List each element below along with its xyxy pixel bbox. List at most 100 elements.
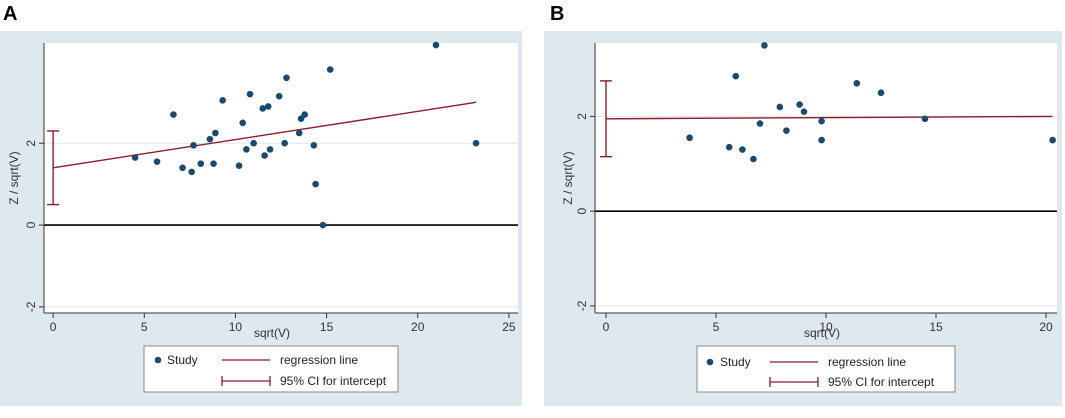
panel-b-legend-study-label: Study	[720, 355, 751, 369]
panel-b-study-point	[818, 136, 825, 144]
panel-b-study-point	[750, 155, 757, 163]
panel-b-legend-regression-label: regression line	[828, 355, 906, 369]
panel-b-study-point	[686, 134, 693, 142]
panel-a-study-point	[283, 74, 290, 82]
panel-b-ci-intercept-bar	[600, 80, 612, 158]
panel-a-study-point	[326, 66, 334, 73]
panel-a-study-point	[239, 119, 247, 127]
panel-a-legend-ci-label: 95% CI for intercept	[280, 374, 387, 388]
panel-a-study-point	[259, 105, 267, 112]
panel-a-axes	[43, 43, 518, 314]
panel-b-plot-area	[595, 43, 1057, 313]
panel-a-x-tick-label: 0	[50, 320, 57, 334]
panel-b-study-point	[877, 89, 885, 97]
panel-b-study-point	[921, 115, 929, 123]
panel-b-x-tick-label: 10	[819, 320, 833, 334]
panel-a-study-point	[197, 160, 205, 167]
panel-b-letter: B	[550, 3, 564, 25]
panel-a-legend-study-marker	[154, 356, 162, 364]
panel-a-legend-ci-swatch	[221, 376, 271, 386]
panel-b-x-tick-label: 5	[713, 320, 720, 334]
panel-a-plot-area	[44, 43, 518, 313]
panel-b-legend-study-marker	[706, 358, 714, 366]
panel-a-study-point	[261, 152, 268, 159]
panel-a-x-tick-label: 15	[320, 320, 334, 334]
panel-b-study-point	[800, 108, 808, 115]
panel-a-study-point	[472, 139, 480, 147]
panel-b-legend-ci-label: 95% CI for intercept	[828, 375, 935, 389]
panel-a-x-tick-label: 20	[411, 320, 425, 334]
panel-b-legend: Study regression line 95% CI for interce…	[696, 345, 956, 393]
panel-b-study-point	[756, 120, 764, 127]
panel-b-study-point	[796, 101, 803, 108]
panel-b-study-point	[853, 79, 861, 87]
panel-b-y-axis-title: Z / sqrt(V)	[561, 151, 575, 204]
panel-a-study-point	[219, 96, 226, 104]
panel-a-study-point	[190, 141, 197, 149]
panel-a-study-point	[243, 146, 250, 153]
panel-b-legend-box	[696, 345, 956, 393]
panel-b-regression-line	[605, 115, 1053, 120]
panel-b-legend-ci-swatch	[769, 377, 819, 387]
panel-a-study-point	[212, 129, 219, 137]
panel-b-series	[600, 42, 1056, 163]
panel-a-study-point	[319, 221, 327, 229]
panel-a-study-point	[206, 135, 214, 143]
panel-a-y-axis-title: Z / sqrt(V)	[7, 151, 21, 204]
panel-b-y-tick-label: -2	[575, 300, 589, 311]
panel-b-x-axis-title: sqrt(V)	[804, 326, 840, 340]
panel-a-legend-study-label: Study	[167, 353, 198, 367]
panel-a-x-tick-label: 5	[141, 320, 148, 334]
panel-a-letter: A	[3, 3, 17, 25]
panel-a-study-point	[250, 139, 257, 147]
panel-a-study-point	[275, 92, 283, 100]
panel-a-legend: Study regression line 95% CI for interce…	[143, 345, 399, 393]
panel-b-study-point	[761, 42, 768, 49]
panel-a-study-point	[131, 154, 139, 161]
panel-a: A 0 5 10 15 20 25 -2 0 2 sqrt(V) Z / sqrt(V) Stu…	[0, 3, 522, 406]
panel-a-gridlines	[44, 142, 518, 308]
panel-a-study-point	[266, 146, 274, 153]
panel-b-study-point	[818, 117, 825, 125]
panel-b-study-point	[732, 72, 740, 80]
panel-a-study-point	[210, 160, 217, 167]
panel-b-study-point	[725, 143, 733, 151]
panel-a-study-point	[179, 164, 186, 172]
panel-a-study-point	[235, 162, 243, 170]
panel-a-x-axis-title: sqrt(V)	[254, 326, 290, 340]
panel-a-legend-regression-label: regression line	[280, 353, 358, 367]
panel-a-study-point	[432, 41, 440, 49]
panel-b-x-tick-label: 20	[1039, 320, 1053, 334]
panel-a-study-point	[301, 111, 309, 118]
panel-a-ci-intercept-bar	[47, 130, 60, 206]
panel-a-ticks: 0 5 10 15 20 25 -2 0 2	[24, 140, 516, 334]
panel-a-x-tick-label: 25	[502, 320, 516, 334]
panel-b-study-point	[783, 127, 790, 134]
panel-a-regression-line	[53, 101, 477, 169]
panel-a-y-tick-label: 2	[24, 140, 38, 147]
panel-a-study-point	[188, 168, 195, 176]
panel-b-y-tick-label: 2	[575, 113, 589, 120]
panel-a-legend-box	[143, 345, 399, 393]
panel-b-study-point	[1049, 136, 1056, 144]
panel-a-x-tick-label: 10	[229, 320, 243, 334]
panel-a-study-point	[246, 90, 254, 98]
panel-b: B 0 5 10 15 20 -2 0 2 sqrt(V) Z / sqrt(V) Study…	[544, 3, 1062, 406]
panel-a-y-tick-label: -2	[24, 301, 38, 312]
panel-a-study-point	[153, 158, 161, 165]
panel-a-study-point	[295, 129, 303, 137]
panel-a-y-tick-label: 0	[24, 221, 38, 228]
panel-a-study-point	[310, 141, 318, 149]
panel-b-study-point	[776, 103, 784, 111]
panel-a-study-point	[170, 111, 177, 118]
panel-b-x-tick-label: 15	[929, 320, 943, 334]
panel-a-study-point	[264, 103, 272, 110]
panel-b-ticks: 0 5 10 15 20 -2 0 2	[575, 113, 1053, 334]
panel-b-study-point	[739, 146, 746, 153]
panel-b-x-tick-label: 0	[603, 320, 610, 334]
panel-b-y-tick-label: 0	[575, 208, 589, 215]
panel-a-study-point	[281, 139, 288, 147]
panel-a-series	[47, 41, 480, 229]
panel-a-study-point	[312, 180, 319, 188]
